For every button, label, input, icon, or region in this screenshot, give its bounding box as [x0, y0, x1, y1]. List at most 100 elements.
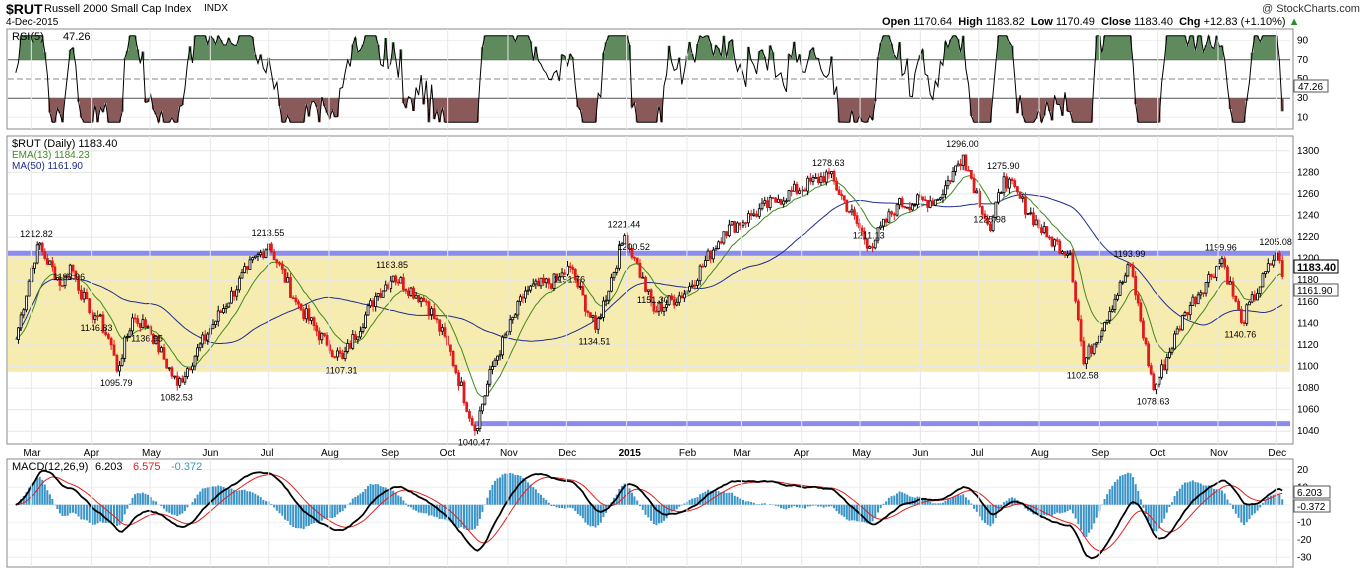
candle-body: [1108, 311, 1112, 321]
candle-body: [154, 335, 158, 345]
candle-body: [1215, 266, 1219, 278]
candle-body: [1258, 286, 1262, 294]
candle-body: [513, 314, 517, 318]
candle-body: [88, 298, 92, 313]
candle-body: [104, 331, 108, 335]
candle-body: [136, 318, 140, 324]
candle-body: [315, 325, 319, 332]
price-tick-label: 1100: [1297, 362, 1319, 373]
candle-body: [361, 327, 365, 332]
price-tick-label: 1240: [1297, 211, 1320, 222]
candle-body: [822, 176, 826, 183]
x-tick-label: Jul: [971, 448, 984, 459]
price-callout: 1278.63: [812, 158, 845, 168]
candle-body: [544, 278, 548, 284]
candle-body: [468, 411, 471, 419]
candle-body: [975, 190, 979, 194]
candle-body: [125, 336, 129, 338]
candle-body: [887, 211, 891, 223]
candle-body: [1209, 274, 1213, 278]
candle-body: [412, 287, 415, 299]
candle-body: [1194, 296, 1197, 305]
candle-body: [808, 177, 812, 182]
candle-body: [1136, 294, 1140, 304]
candle-body: [946, 180, 950, 187]
candle-body: [1239, 309, 1243, 323]
price-callout: 1200.52: [617, 242, 650, 252]
candle-body: [286, 277, 290, 283]
candle-body: [855, 215, 859, 224]
candle-body: [928, 200, 932, 208]
candle-body: [1217, 262, 1221, 267]
candle-body: [511, 316, 515, 321]
x-tick-label: Jul: [261, 448, 274, 459]
candle-body: [884, 218, 888, 223]
candle-body: [118, 365, 121, 372]
candle-body: [214, 320, 217, 325]
candle-body: [969, 169, 973, 179]
candle-body: [25, 295, 28, 311]
price-callout: 1191.76: [553, 275, 585, 285]
candle-body: [521, 296, 525, 299]
candle-body: [571, 267, 575, 270]
chart-date: 4-Dec-2015: [6, 17, 59, 28]
candle-body: [123, 336, 127, 359]
candle-body: [898, 198, 901, 206]
candle-body: [1180, 315, 1184, 331]
candle-body: [628, 247, 631, 250]
candle-body: [98, 314, 102, 317]
candle-body: [868, 246, 872, 249]
candle-body: [227, 302, 231, 308]
candle-body: [180, 378, 184, 383]
candle-body: [1029, 212, 1033, 215]
candle-body: [688, 286, 691, 292]
candle-body: [297, 301, 300, 305]
candle-body: [967, 169, 971, 172]
candle-body: [1010, 178, 1014, 182]
candle-body: [776, 198, 780, 203]
candle-body: [644, 276, 647, 292]
candle-body: [790, 190, 794, 192]
candle-body: [203, 334, 207, 341]
candle-body: [417, 294, 421, 303]
candle-body: [1250, 294, 1254, 303]
candle-body: [811, 177, 815, 182]
candle-body: [1204, 282, 1208, 294]
price-callout: 1205.08: [1259, 237, 1292, 247]
candle-body: [230, 290, 233, 304]
price-tick-label: 1180: [1297, 275, 1319, 286]
candle-body: [50, 260, 54, 268]
candle-body: [146, 326, 150, 329]
index-name: Russell 2000 Small Cap Index: [44, 3, 192, 15]
candle-body: [240, 272, 244, 279]
candle-body: [923, 199, 927, 202]
price-callout: 1095.79: [100, 378, 133, 388]
support-band: [8, 253, 1290, 372]
rsi-tick-label: 30: [1297, 93, 1309, 104]
candle-body: [188, 368, 192, 371]
candle-body: [1100, 330, 1104, 337]
candle-body: [895, 204, 899, 216]
high-value: 1183.82: [985, 16, 1025, 28]
candle-body: [1113, 298, 1117, 310]
ma-legend: MA(50) 1161.90: [12, 161, 83, 172]
candle-body: [270, 243, 273, 253]
candle-body: [1103, 322, 1106, 332]
candle-body: [900, 198, 904, 207]
candle-body: [338, 350, 342, 354]
candle-body: [779, 198, 783, 205]
candle-body: [128, 330, 132, 337]
candle-body: [440, 327, 444, 332]
candle-body: [959, 163, 963, 167]
candle-body: [951, 171, 955, 182]
candle-body: [245, 266, 249, 270]
candle-body: [972, 177, 976, 194]
candle-body: [552, 273, 556, 289]
candle-body: [832, 171, 836, 182]
candle-body: [660, 302, 663, 312]
price-callout: 1040.47: [458, 438, 491, 448]
candle-body: [371, 300, 375, 307]
candle-body: [879, 225, 883, 229]
candle-body: [1129, 264, 1132, 267]
candle-body: [473, 424, 477, 432]
